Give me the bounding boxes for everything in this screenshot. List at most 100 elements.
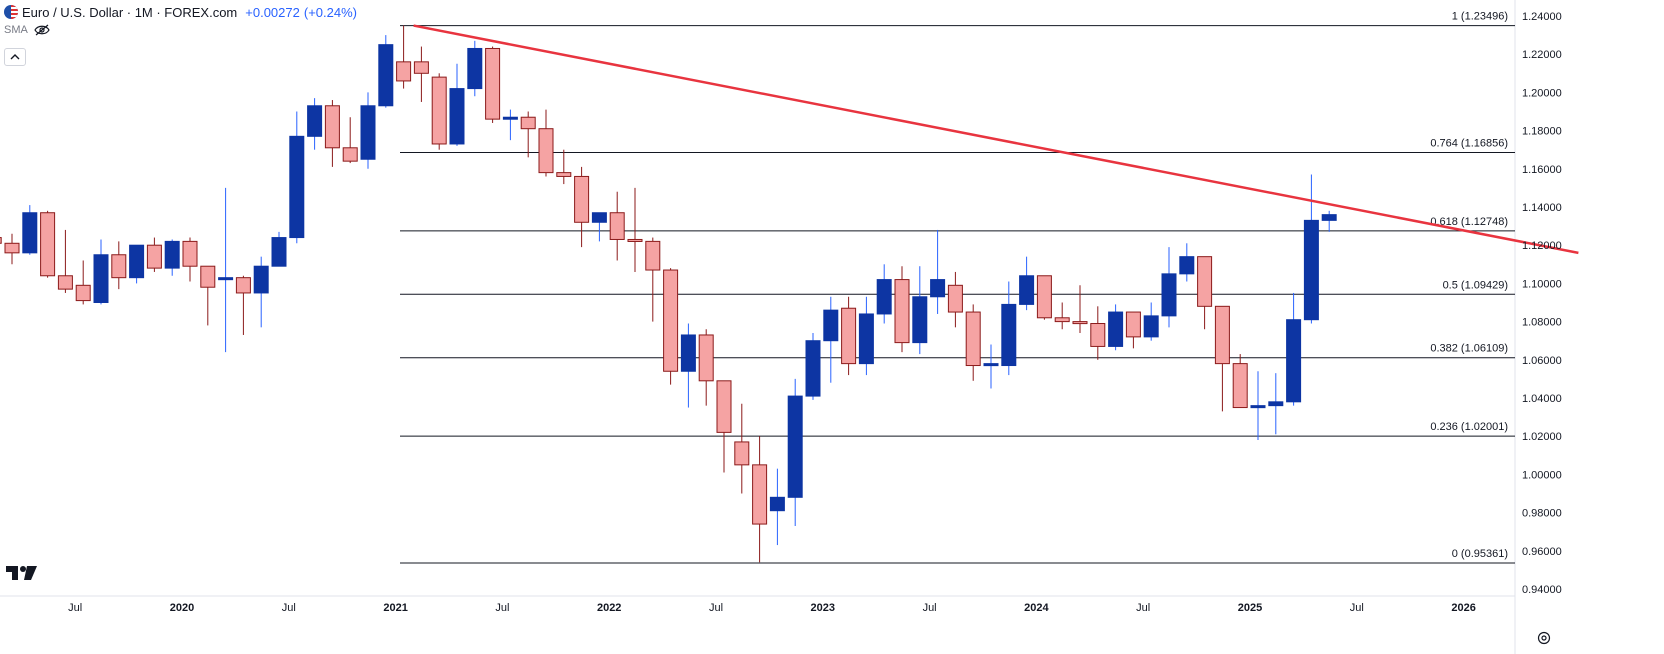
eur-usd-flag-icon [4, 5, 18, 19]
candle-bullish [680, 334, 696, 372]
candle-bullish [1321, 214, 1337, 221]
candle-bullish [449, 88, 465, 145]
candle-bullish [769, 496, 785, 512]
candle-bearish [734, 441, 750, 466]
candle-bullish [164, 240, 180, 269]
candle-bearish [1036, 275, 1052, 319]
candle-bearish [342, 147, 358, 162]
trendline [413, 24, 1579, 255]
tradingview-logo[interactable] [6, 564, 38, 582]
candle-bearish [40, 212, 56, 277]
candle-bearish [146, 244, 162, 269]
candle-bearish [235, 277, 251, 294]
price-tick-label: 1.16000 [1522, 164, 1562, 176]
time-tick-label: Jul [495, 602, 509, 614]
candle-bearish [556, 172, 572, 177]
candle-bearish [1197, 256, 1213, 307]
candle-bearish [627, 238, 643, 242]
price-tick-label: 1.10000 [1522, 278, 1562, 290]
candle-bullish [271, 237, 287, 267]
candle-bearish [663, 269, 679, 372]
candle-bearish [965, 311, 981, 367]
time-tick-label: 2021 [383, 602, 407, 614]
candle-bearish [57, 275, 73, 290]
symbol-title[interactable]: Euro / U.S. Dollar · 1M · FOREX.com [22, 4, 238, 20]
candle-bearish [111, 254, 127, 279]
price-tick-label: 1.24000 [1522, 11, 1562, 23]
fib-level-label: 0 (0.95361) [1452, 548, 1508, 560]
candle-bearish [1125, 311, 1141, 338]
candle-bearish [894, 279, 910, 344]
candle-bullish [912, 296, 928, 344]
time-tick-label: 2020 [170, 602, 194, 614]
time-tick-label: 2023 [811, 602, 835, 614]
gear-icon[interactable] [1536, 630, 1552, 646]
fib-level-label: 0.382 (1.06109) [1430, 343, 1508, 355]
candle-bullish [1286, 319, 1302, 403]
candle-bullish [1108, 311, 1124, 347]
candle-bearish [324, 105, 340, 149]
fib-level-label: 0.618 (1.12748) [1430, 216, 1508, 228]
candle-bullish [983, 363, 999, 367]
candle-bearish [200, 265, 216, 288]
time-tick-label: 2022 [597, 602, 621, 614]
eye-off-icon[interactable] [34, 24, 50, 36]
candle-bullish [1268, 401, 1284, 407]
price-tick-label: 1.00000 [1522, 469, 1562, 481]
candle-bullish [1019, 275, 1035, 305]
candle-bearish [574, 175, 590, 223]
time-tick-label: 2025 [1238, 602, 1262, 614]
price-tick-label: 0.94000 [1522, 584, 1562, 596]
candle-bullish [1179, 256, 1195, 275]
candle-bearish [1054, 317, 1070, 323]
time-tick-label: Jul [1350, 602, 1364, 614]
price-tick-label: 1.20000 [1522, 87, 1562, 99]
price-tick-label: 1.02000 [1522, 431, 1562, 443]
symbol-header: Euro / U.S. Dollar · 1M · FOREX.com +0.0… [4, 2, 357, 22]
candle-bearish [698, 334, 714, 382]
time-tick-label: 2024 [1024, 602, 1049, 614]
price-tick-label: 1.18000 [1522, 126, 1562, 138]
candle-bearish [1232, 363, 1248, 409]
indicator-sma-label[interactable]: SMA [4, 24, 28, 36]
price-tick-label: 1.22000 [1522, 49, 1562, 61]
candle-bearish [609, 212, 625, 240]
candle-bullish [467, 47, 483, 90]
time-tick-label: Jul [709, 602, 723, 614]
time-tick-label: Jul [923, 602, 937, 614]
candle-bullish [253, 265, 269, 294]
candle-bearish [396, 61, 412, 82]
candle-bullish [502, 116, 518, 120]
candle-bullish [787, 395, 803, 498]
candle-bullish [218, 277, 234, 281]
candle-bearish [947, 284, 963, 313]
candle-bullish [289, 135, 305, 239]
candle-bearish [520, 116, 536, 130]
candle-bullish [1001, 303, 1017, 367]
candle-bullish [1303, 219, 1319, 321]
candle-bullish [1143, 315, 1159, 338]
time-tick-label: Jul [282, 602, 296, 614]
fib-level-label: 1 (1.23496) [1452, 11, 1508, 23]
price-change: +0.00272 [245, 4, 300, 20]
collapse-legend-button[interactable] [4, 48, 26, 66]
candle-bullish [1250, 405, 1266, 409]
fib-level-label: 0.236 (1.02001) [1430, 421, 1508, 433]
candle-bearish [413, 61, 429, 74]
price-tick-label: 1.12000 [1522, 240, 1562, 252]
candle-bearish [182, 240, 198, 267]
time-tick-label: 2026 [1451, 602, 1475, 614]
price-tick-label: 0.98000 [1522, 508, 1562, 520]
candle-bullish [378, 44, 394, 107]
candle-bullish [858, 313, 874, 365]
candle-bullish [360, 105, 376, 160]
candle-bearish [485, 47, 501, 120]
price-tick-label: 1.14000 [1522, 202, 1562, 214]
candle-bearish [841, 307, 857, 365]
candle-bearish [645, 240, 661, 271]
candle-bearish [1214, 305, 1230, 365]
fib-level-label: 0.764 (1.16856) [1430, 137, 1508, 149]
candle-bullish [930, 279, 946, 298]
